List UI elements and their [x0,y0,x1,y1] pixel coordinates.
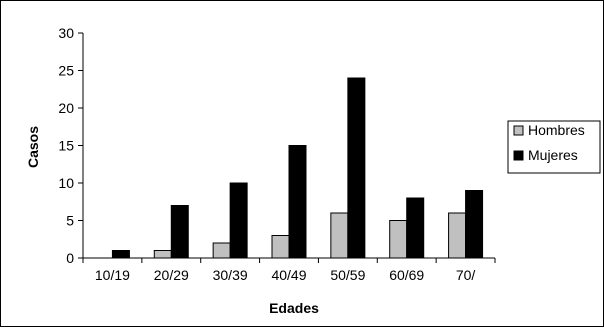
y-tick-label: 0 [66,250,74,266]
x-tick-label: 70/ [456,267,476,283]
legend-label-hombres: Hombres [528,122,585,138]
y-tick-label: 30 [58,25,74,41]
y-axis-title: Casos [25,126,41,168]
bar-mujeres [347,77,366,259]
axes: 0 5 10 15 20 25 30 10/19 20/29 30/39 40/49 50/59 60/… [58,25,496,283]
bar-hombres [448,212,467,259]
x-tick-label: 50/59 [330,267,365,283]
bar-mujeres [406,197,425,259]
legend: Hombres Mujeres [507,120,601,174]
legend-label-mujeres: Mujeres [528,147,578,163]
x-tick-label: 20/29 [154,267,189,283]
bar-hombres [271,235,290,259]
legend-swatch-hombres [513,125,524,136]
bar-mujeres [170,205,189,259]
bar-hombres [389,220,408,259]
x-tick-label: 10/19 [95,267,130,283]
x-tick-label: 40/49 [271,267,306,283]
x-tick-label: 60/69 [389,267,424,283]
bars [111,77,484,259]
y-tick-label: 10 [58,175,74,191]
bar-mujeres [288,145,307,259]
x-axis-title: Edades [269,300,319,316]
bar-hombres [153,250,172,259]
bar-mujeres [229,182,248,259]
bar-hombres [212,242,231,259]
y-tick-label: 25 [58,63,74,79]
y-tick-label: 15 [58,138,74,154]
bar-mujeres [465,190,484,259]
y-tick-label: 5 [66,213,74,229]
bar-mujeres [111,250,130,259]
x-tick-label: 30/39 [213,267,248,283]
legend-swatch-mujeres [513,150,524,161]
bar-hombres [330,212,349,259]
y-tick-label: 20 [58,100,74,116]
